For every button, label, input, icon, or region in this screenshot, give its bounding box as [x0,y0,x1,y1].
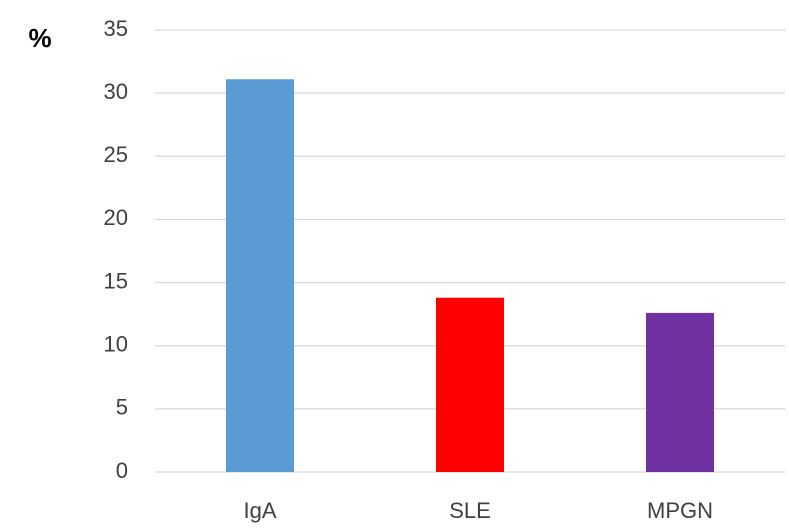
y-axis-label: % [28,23,51,53]
x-tick-label: SLE [449,498,491,523]
y-tick-label: 30 [104,79,128,104]
bar [646,312,714,472]
x-tick-label: MPGN [647,498,713,523]
y-tick-label: 35 [104,16,128,41]
y-tick-label: 5 [116,395,128,420]
y-tick-label: 10 [104,332,128,357]
y-tick-label: 20 [104,205,128,230]
y-tick-label: 15 [104,268,128,293]
bar [436,297,504,472]
y-tick-label: 0 [116,458,128,483]
bar [226,79,294,472]
y-tick-label: 25 [104,142,128,167]
x-tick-label: IgA [243,498,276,523]
